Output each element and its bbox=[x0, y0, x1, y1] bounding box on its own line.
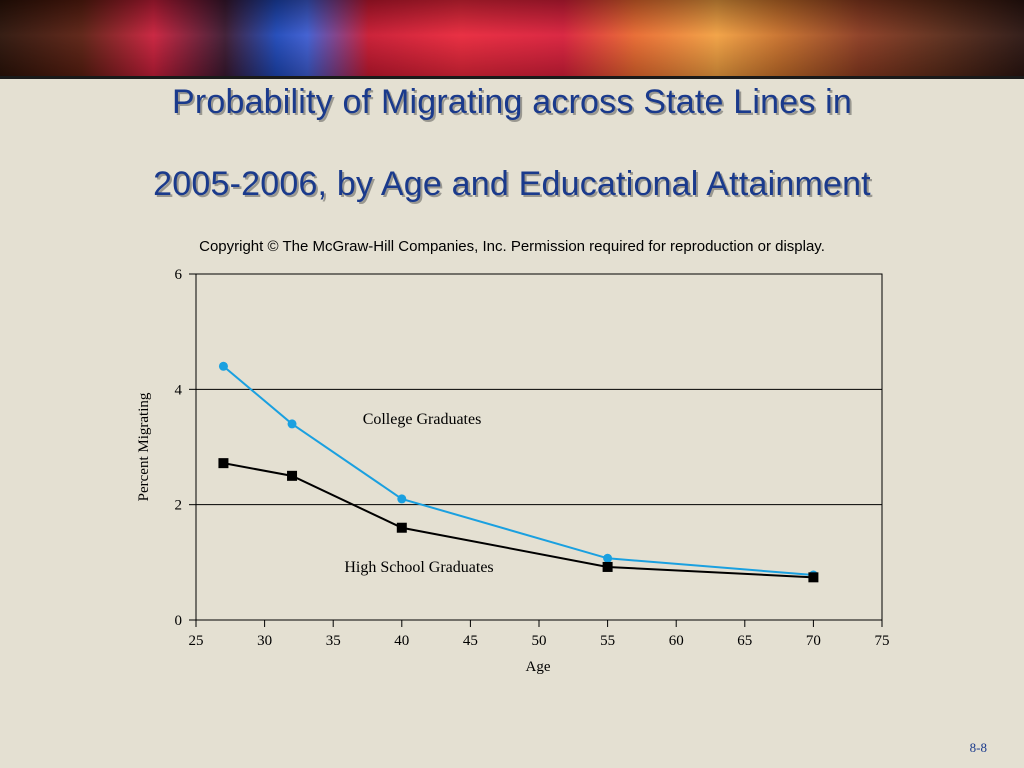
college-point bbox=[287, 419, 297, 429]
high-school-point bbox=[287, 470, 298, 481]
high-school-series-label: High School Graduates bbox=[344, 559, 493, 576]
header-banner bbox=[0, 0, 1024, 78]
college-point bbox=[218, 361, 228, 371]
x-axis-label: Age bbox=[526, 659, 551, 675]
y-tick-label: 4 bbox=[175, 382, 183, 398]
slide-title-line-2: 2005-2006, by Age and Educational Attain… bbox=[153, 165, 871, 203]
x-tick-label: 30 bbox=[257, 633, 272, 649]
copyright-notice: Copyright © The McGraw-Hill Companies, I… bbox=[199, 238, 825, 255]
x-tick-label: 70 bbox=[806, 633, 821, 649]
x-tick-label: 75 bbox=[875, 633, 890, 649]
y-tick-label: 2 bbox=[175, 498, 183, 514]
x-tick-label: 25 bbox=[189, 633, 204, 649]
plot-frame bbox=[195, 273, 883, 621]
x-tick-label: 45 bbox=[463, 633, 478, 649]
y-tick-label: 6 bbox=[175, 267, 183, 283]
x-tick-label: 40 bbox=[394, 633, 409, 649]
college-point bbox=[603, 553, 613, 563]
y-axis-label: Percent Migrating bbox=[136, 392, 152, 501]
header-divider bbox=[0, 76, 1024, 79]
college-series-line bbox=[222, 365, 814, 577]
high-school-point bbox=[808, 572, 819, 583]
x-tick-label: 60 bbox=[669, 633, 684, 649]
y-tick-label: 0 bbox=[175, 613, 183, 629]
high-school-point bbox=[396, 522, 407, 533]
x-tick-label: 50 bbox=[532, 633, 547, 649]
x-tick-label: 55 bbox=[600, 633, 615, 649]
x-tick-label: 65 bbox=[737, 633, 752, 649]
x-tick-label: 35 bbox=[326, 633, 341, 649]
high-school-point bbox=[602, 561, 613, 572]
slide-number: 8-8 bbox=[969, 740, 987, 755]
high-school-series-line bbox=[223, 462, 814, 579]
high-school-point bbox=[218, 458, 229, 469]
college-point bbox=[397, 494, 407, 504]
slide-title-line-1: Probability of Migrating across State Li… bbox=[171, 83, 853, 121]
college-series-label: College Graduates bbox=[363, 411, 482, 428]
